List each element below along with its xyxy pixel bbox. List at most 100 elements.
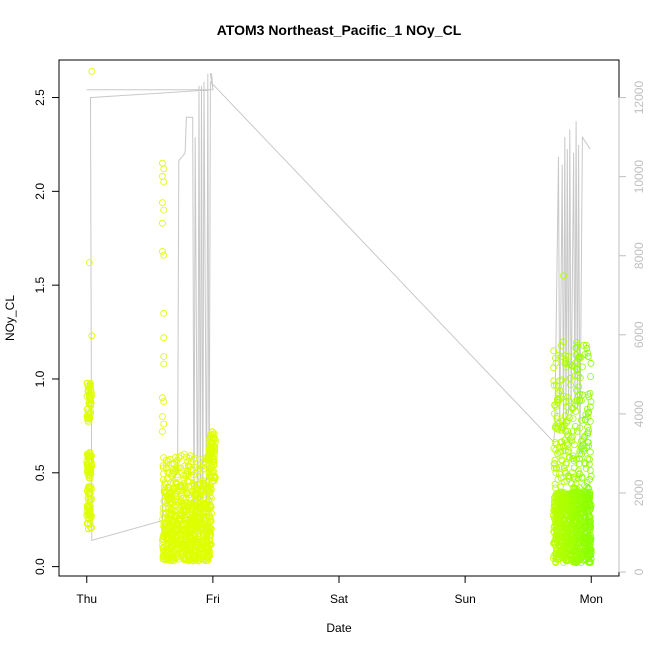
- data-point: [160, 483, 168, 491]
- data-point: [552, 469, 560, 477]
- data-point: [210, 474, 218, 482]
- y-tick-label: 1.0: [33, 370, 47, 387]
- data-point: [565, 505, 572, 513]
- data-point: [85, 509, 93, 517]
- data-point: [207, 465, 215, 473]
- data-point: [191, 491, 198, 498]
- data-point: [577, 508, 584, 516]
- data-point: [573, 338, 580, 346]
- data-point: [209, 447, 217, 455]
- data-point: [205, 460, 213, 468]
- data-point: [579, 525, 587, 533]
- data-point: [160, 532, 167, 540]
- data-point: [206, 446, 214, 454]
- data-point: [86, 390, 94, 398]
- data-point: [211, 439, 219, 447]
- data-point: [159, 504, 167, 512]
- data-point: [565, 454, 573, 461]
- data-point: [550, 377, 558, 385]
- data-point: [167, 510, 175, 518]
- data-point: [557, 342, 565, 350]
- data-point: [180, 471, 188, 479]
- data-point: [88, 485, 95, 493]
- data-point: [586, 389, 594, 397]
- data-point: [208, 467, 216, 475]
- data-point: [185, 478, 193, 486]
- data-point: [564, 532, 572, 539]
- data-point: [561, 504, 568, 512]
- data-point: [200, 458, 208, 466]
- data-point: [560, 478, 568, 486]
- data-point: [565, 528, 573, 535]
- data-point: [567, 381, 574, 389]
- data-point: [584, 484, 592, 492]
- data-point: [166, 455, 174, 463]
- data-point: [570, 441, 578, 449]
- data-point: [208, 428, 216, 436]
- data-point: [585, 439, 592, 446]
- data-point: [191, 514, 198, 522]
- data-point: [586, 455, 593, 463]
- data-point: [586, 513, 594, 521]
- data-point: [158, 394, 166, 402]
- data-point: [562, 548, 569, 556]
- data-point: [556, 470, 563, 478]
- data-point: [571, 475, 579, 483]
- data-point: [194, 514, 202, 522]
- data-point: [195, 465, 203, 473]
- data-point: [580, 501, 588, 509]
- data-point: [554, 475, 562, 483]
- data-point: [558, 456, 566, 464]
- data-point: [581, 542, 589, 549]
- plot-frame: [58, 59, 620, 577]
- data-point: [551, 464, 558, 472]
- data-point: [560, 338, 567, 346]
- data-point: [205, 528, 213, 536]
- right-y-tick-label: 4000: [632, 400, 646, 427]
- data-point: [571, 551, 579, 559]
- data-point: [559, 424, 566, 432]
- data-point: [161, 488, 169, 495]
- data-point: [575, 372, 582, 380]
- data-point: [570, 473, 577, 481]
- data-point: [585, 551, 593, 558]
- data-point: [557, 543, 565, 550]
- data-point: [190, 455, 198, 463]
- data-point: [188, 538, 196, 546]
- data-point: [178, 502, 186, 510]
- data-point: [576, 424, 584, 432]
- data-point: [176, 532, 184, 539]
- data-point: [163, 546, 171, 553]
- data-point: [553, 396, 561, 404]
- data-point: [184, 547, 192, 555]
- data-point: [166, 544, 173, 552]
- data-point: [185, 554, 193, 561]
- data-point: [83, 508, 91, 516]
- data-point: [190, 471, 197, 479]
- data-point: [206, 512, 214, 520]
- data-point: [206, 485, 214, 493]
- data-point: [87, 395, 95, 403]
- data-point: [185, 530, 193, 538]
- data-point: [180, 530, 188, 538]
- data-point: [586, 466, 594, 474]
- data-point: [584, 555, 591, 563]
- data-point: [582, 501, 590, 509]
- data-point: [550, 460, 558, 468]
- data-point: [158, 199, 166, 207]
- data-point: [196, 455, 204, 463]
- data-point: [171, 490, 179, 498]
- data-point: [573, 396, 581, 404]
- data-point: [568, 433, 576, 441]
- data-point: [574, 524, 582, 531]
- data-point: [160, 334, 168, 342]
- data-point: [580, 509, 587, 517]
- data-point: [160, 454, 168, 462]
- data-point: [584, 430, 592, 438]
- data-point: [573, 547, 581, 554]
- data-point: [559, 392, 567, 400]
- data-point: [204, 524, 211, 532]
- data-point: [192, 463, 200, 471]
- data-point: [85, 418, 92, 426]
- data-point: [190, 557, 197, 565]
